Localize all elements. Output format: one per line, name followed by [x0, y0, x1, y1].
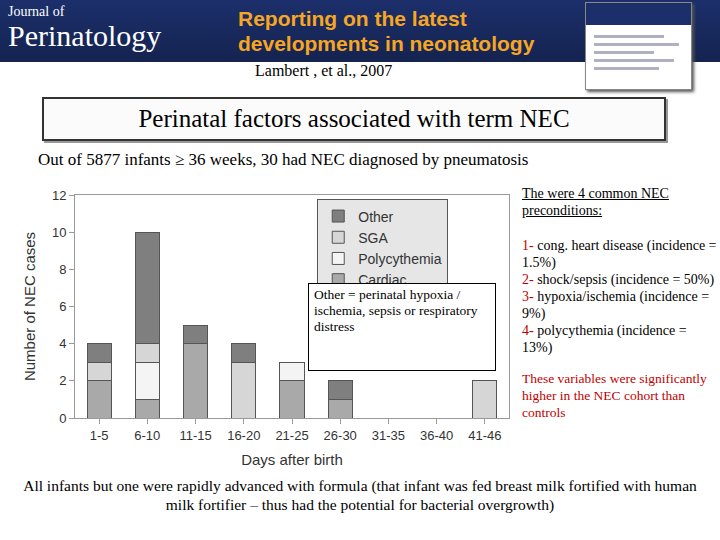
svg-text:10: 10	[52, 225, 66, 240]
html-text:developments in neonatology: developments in neonatology	[238, 32, 535, 55]
html-text:3- hypoxia/ischemia (incidence: 3- hypoxia/ischemia (incidence = 9%)	[522, 289, 710, 321]
html-text:4- polycythemia (incidence = 1: 4- polycythemia (incidence = 13%)	[522, 323, 687, 355]
svg-text:26-30: 26-30	[324, 428, 357, 443]
html-text:1- cong. heart disease (incide: 1- cong. heart disease (incidence = 1.5%…	[522, 238, 717, 270]
html-text:All infants but one were rapid: All infants but one were rapidly advance…	[23, 477, 697, 513]
svg-text:0: 0	[59, 411, 66, 426]
svg-text:8: 8	[59, 262, 66, 277]
svg-text:SGA: SGA	[358, 230, 388, 246]
html-text:Lambert , et al., 2007: Lambert , et al., 2007	[255, 62, 393, 79]
svg-text:4: 4	[59, 336, 66, 351]
svg-text:1-5: 1-5	[90, 428, 109, 443]
html-text:These variables were significa: These variables were significantly highe…	[522, 371, 707, 420]
svg-text:31-35: 31-35	[372, 428, 405, 443]
svg-text:Number of NEC cases: Number of NEC cases	[21, 232, 38, 381]
svg-text:6: 6	[59, 299, 66, 314]
html-text:Perinatal factors associated w: Perinatal factors associated with term N…	[138, 105, 570, 132]
svg-text:Days after birth: Days after birth	[241, 451, 343, 468]
svg-text:6-10: 6-10	[134, 428, 160, 443]
html-text:Perinatology: Perinatology	[8, 19, 162, 52]
html-text:Reporting on the latest: Reporting on the latest	[238, 7, 467, 30]
html-text:2- shock/sepsis (incidence = 5: 2- shock/sepsis (incidence = 50%)	[522, 272, 715, 287]
svg-text:Other: Other	[358, 209, 393, 225]
svg-text:2: 2	[59, 373, 66, 388]
html-text:Out of 5877 infants ≥ 36 weeks: Out of 5877 infants ≥ 36 weeks, 30 had N…	[38, 150, 529, 169]
svg-text:12: 12	[52, 188, 66, 203]
html-text:The were 4 common NEC precondi: The were 4 common NEC preconditions:	[522, 186, 669, 218]
svg-text:Polycythemia: Polycythemia	[358, 251, 441, 267]
svg-text:11-15: 11-15	[179, 428, 211, 443]
svg-text:36-40: 36-40	[420, 428, 453, 443]
svg-text:41-46: 41-46	[468, 428, 501, 443]
svg-text:Cardiac: Cardiac	[358, 272, 407, 289]
html-text:Other = perinatal hypoxia / is: Other = perinatal hypoxia / ischemia, se…	[314, 287, 478, 334]
svg-text:16-20: 16-20	[227, 428, 260, 443]
html-text:Journal of: Journal of	[8, 4, 65, 19]
svg-text:21-25: 21-25	[275, 428, 308, 443]
